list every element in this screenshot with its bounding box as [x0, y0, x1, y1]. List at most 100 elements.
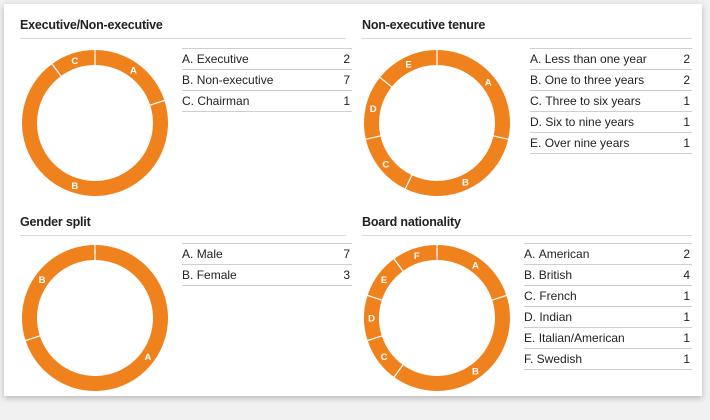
legend-letter: A	[182, 52, 191, 66]
donut-chart: A B C D E F	[364, 244, 510, 391]
legend-row: B. Female 3	[182, 265, 352, 286]
legend-letter: B	[182, 73, 191, 87]
legend-separator: .	[538, 73, 545, 87]
slice-letter-label: E	[381, 275, 387, 286]
slice-letter-label: B	[71, 181, 78, 192]
slice-separator	[149, 99, 166, 106]
legend-separator: .	[190, 52, 197, 66]
legend-label: A. Executive	[182, 52, 249, 66]
legend-label: A. American	[524, 247, 589, 261]
legend-letter: A	[530, 52, 539, 66]
legend-category: One to three years	[544, 73, 645, 87]
slice-separator	[378, 76, 393, 88]
legend-value: 1	[683, 136, 690, 150]
slice-letter-label: C	[382, 159, 389, 170]
slice-letter-label: B	[462, 178, 469, 189]
legend-label: C. Chairman	[182, 94, 249, 108]
legend-category: Executive	[196, 52, 249, 66]
slice-letter-label: B	[472, 366, 479, 377]
legend-label: C. Three to six years	[530, 94, 641, 108]
slice-separator	[492, 135, 510, 141]
slice-separator	[24, 335, 41, 342]
legend-separator: .	[532, 247, 539, 261]
legend-value: 4	[683, 268, 690, 282]
donut-slice-b	[21, 245, 96, 341]
slice-letter-label: D	[368, 314, 375, 325]
legend-category: French	[539, 289, 577, 303]
legend-letter: C	[530, 94, 539, 108]
legend-row: A. Less than one year 2	[530, 48, 692, 70]
donut-chart: AB	[21, 244, 168, 391]
legend-separator: .	[538, 115, 546, 129]
legend-row: F. Swedish 1	[524, 349, 692, 370]
legend-separator: .	[532, 268, 539, 282]
legend-separator: .	[190, 268, 197, 282]
legend-separator: .	[532, 310, 540, 324]
legend-separator: .	[190, 247, 197, 261]
legend-row: E. Italian/American 1	[524, 328, 692, 349]
legend-label: B. Non-executive	[182, 73, 273, 87]
legend-value: 7	[343, 73, 350, 87]
slice-letter-label: B	[39, 275, 46, 286]
donut-slice-c	[52, 50, 95, 77]
legend-value: 1	[683, 94, 690, 108]
donut-slice-d	[364, 295, 382, 341]
chart-title: Board nationality	[362, 215, 692, 236]
donut-chart: A B C	[21, 49, 168, 196]
legend-letter: B	[182, 268, 191, 282]
legend-value: 3	[343, 268, 350, 282]
donut-slice-c	[367, 335, 403, 378]
donut-slice-d	[364, 77, 392, 140]
donut-slice-b	[394, 295, 510, 391]
legend-category: Non-executive	[196, 73, 274, 87]
legend-value: 1	[343, 94, 350, 108]
legend-row: A. Executive 2	[182, 48, 352, 70]
legend-separator: .	[530, 352, 537, 366]
legend-separator: .	[538, 136, 545, 150]
slice-separator	[491, 294, 508, 301]
chart-title: Executive/Non-executive	[20, 18, 346, 39]
legend-separator: .	[190, 73, 197, 87]
legend-category: American	[538, 247, 590, 261]
legend-row: A. American 2	[524, 243, 692, 265]
legend-category: Swedish	[536, 352, 583, 366]
legend-letter: C	[182, 94, 191, 108]
legend-category: Female	[196, 268, 237, 282]
chart-title: Gender split	[20, 215, 346, 236]
legend-table: A. Male 7 B. Female 3	[182, 243, 352, 286]
legend-category: Less than one year	[544, 52, 647, 66]
donut-slice-c	[365, 135, 412, 189]
legend-row: C. Chairman 1	[182, 91, 352, 112]
donut-slice-f	[394, 245, 437, 272]
legend-label: B. One to three years	[530, 73, 644, 87]
legend-value: 2	[683, 247, 690, 261]
legend-letter: B	[524, 268, 533, 282]
slice-separator	[366, 335, 383, 342]
donut-slice-a	[437, 50, 510, 140]
legend-letter: F	[524, 352, 530, 366]
slice-letter-label: A	[472, 261, 479, 272]
legend-row: D. Indian 1	[524, 307, 692, 328]
legend-letter: E	[530, 136, 539, 150]
legend-row: C. French 1	[524, 286, 692, 307]
legend-letter: D	[524, 310, 533, 324]
legend-row: B. Non-executive 7	[182, 70, 352, 91]
slice-letter-label: C	[71, 56, 78, 67]
legend-value: 2	[343, 52, 350, 66]
legend-category: British	[538, 268, 573, 282]
legend-table: A. Executive 2 B. Non-executive 7 C. Chairma…	[182, 48, 352, 112]
legend-table: A. American 2 B. British 4 C. French 1 D. Indi…	[524, 243, 692, 370]
legend-value: 1	[683, 310, 690, 324]
slice-separator	[366, 294, 383, 301]
donut-slice-b	[405, 135, 509, 196]
legend-category: Six to nine years	[545, 115, 635, 129]
slice-letter-label: F	[414, 251, 420, 262]
chart-title: Non-executive tenure	[362, 18, 692, 39]
legend-letter: D	[530, 115, 539, 129]
donut-slice-a	[437, 245, 507, 301]
donut-slice-a	[95, 50, 165, 106]
legend-separator: .	[532, 289, 540, 303]
slice-letter-label: A	[130, 66, 137, 77]
